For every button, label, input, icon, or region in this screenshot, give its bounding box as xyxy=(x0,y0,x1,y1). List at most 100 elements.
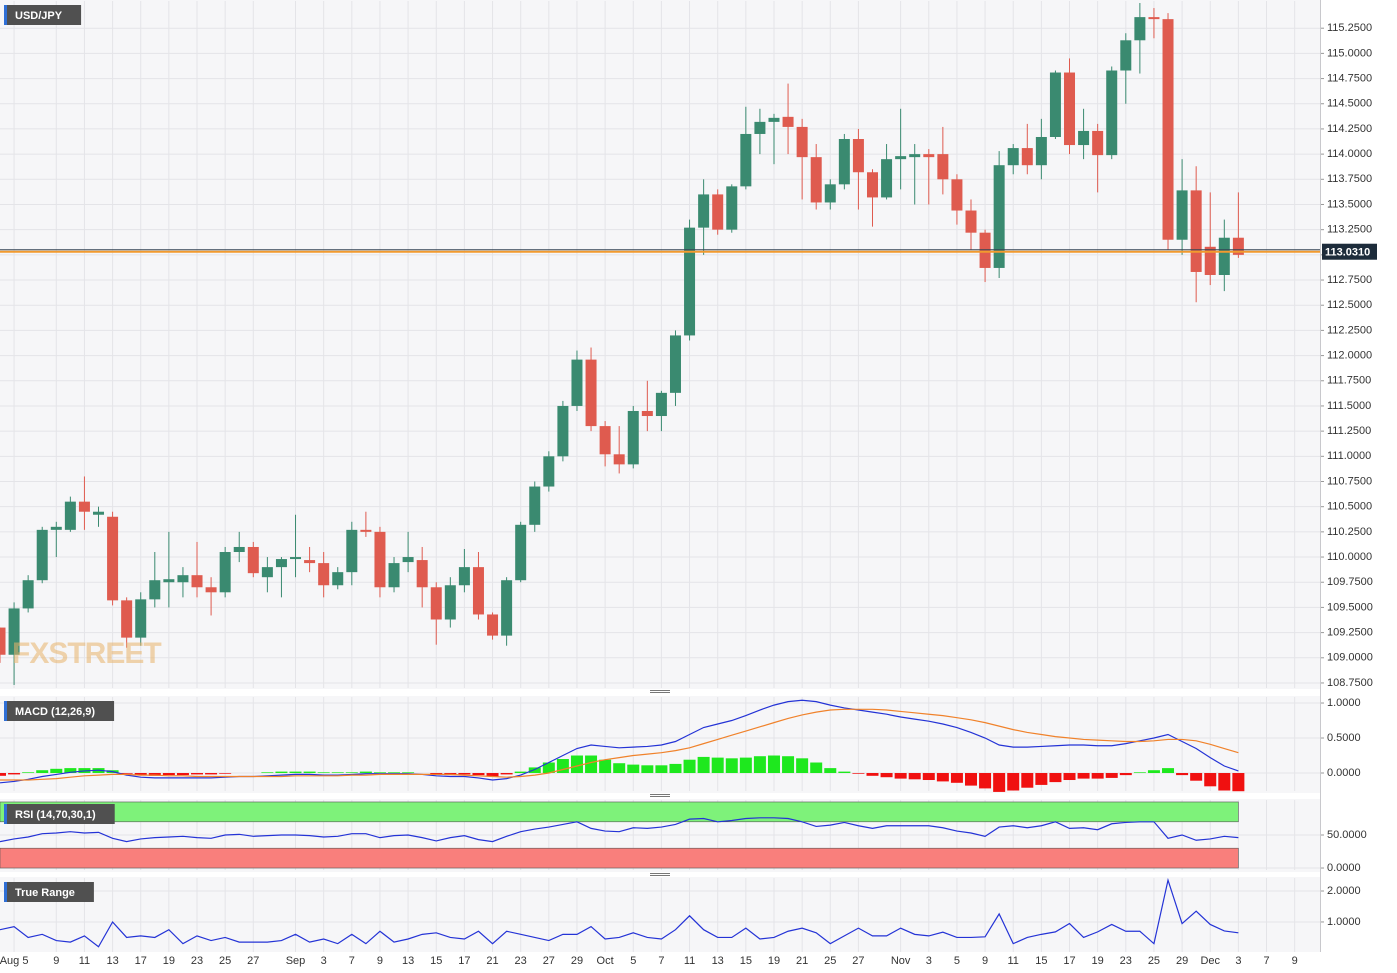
separator[interactable] xyxy=(0,872,1320,877)
y-tick-label: 1.0000 xyxy=(1327,697,1361,709)
y-tick-label: 113.2500 xyxy=(1327,224,1372,236)
macd-histogram-bar xyxy=(50,768,63,774)
x-tick-label: 15 xyxy=(740,955,752,967)
candle-body xyxy=(740,133,752,187)
candle-body xyxy=(866,172,878,198)
candle-body xyxy=(458,567,470,586)
candle-body xyxy=(261,567,273,578)
y-tick-label: 111.7500 xyxy=(1327,375,1371,387)
macd-histogram-bar xyxy=(866,773,879,776)
candle-body xyxy=(1134,17,1146,41)
candle-body xyxy=(472,567,484,615)
macd-histogram-bar xyxy=(219,773,232,774)
candle-body xyxy=(627,410,639,465)
candle-body xyxy=(163,579,175,583)
candle-body xyxy=(388,563,400,588)
candle-body xyxy=(318,563,330,586)
y-tick-label: 0.0000 xyxy=(1327,767,1361,779)
macd-histogram-bar xyxy=(331,772,344,774)
indicator-line xyxy=(0,699,1239,784)
x-tick-label: 27 xyxy=(852,955,864,967)
candle-body xyxy=(1064,72,1076,146)
candle-body xyxy=(557,405,569,457)
candle-body xyxy=(895,156,907,160)
pane-label-box xyxy=(4,882,94,902)
pane-label: MACD (12,26,9) xyxy=(4,701,115,721)
candle-body xyxy=(881,159,893,198)
macd-histogram-bar xyxy=(697,756,710,774)
candle-body xyxy=(205,587,217,593)
x-tick-label: 9 xyxy=(1292,955,1298,967)
macd-histogram-bar xyxy=(1176,773,1189,776)
y-tick-label: 115.2500 xyxy=(1327,22,1372,34)
candle-body xyxy=(191,575,203,588)
macd-histogram-bar xyxy=(894,773,907,779)
macd-histogram-bar xyxy=(528,767,541,774)
candle-body xyxy=(1106,70,1118,156)
candle-body xyxy=(923,154,935,158)
y-tick-label: 111.5000 xyxy=(1327,400,1371,412)
macd-histogram-bar xyxy=(162,773,175,776)
candle-body xyxy=(726,186,738,230)
x-tick-label: 3 xyxy=(926,955,932,967)
macd-histogram-bar xyxy=(782,756,795,774)
candle-body xyxy=(346,529,358,573)
x-tick-label: 11 xyxy=(1008,955,1019,967)
macd-histogram-bar xyxy=(585,755,598,774)
candle-body xyxy=(416,560,428,588)
x-tick-label: 19 xyxy=(163,955,175,967)
x-tick-label: 3 xyxy=(1235,955,1241,967)
x-tick-label: 11 xyxy=(79,955,90,967)
macd-histogram-bar xyxy=(191,773,204,775)
x-tick-label: 9 xyxy=(982,955,988,967)
x-tick-label: 27 xyxy=(247,955,259,967)
candle-body xyxy=(909,154,921,158)
x-tick-label: 17 xyxy=(458,955,470,967)
y-tick-label: 110.7500 xyxy=(1327,475,1372,487)
x-tick-label: 7 xyxy=(1263,955,1269,967)
pane-label-box xyxy=(4,5,82,25)
x-tick-label: Oct xyxy=(597,955,614,967)
x-tick-label: 23 xyxy=(515,955,527,967)
macd-histogram-bar xyxy=(1232,773,1245,792)
x-tick-label: Aug 5 xyxy=(0,955,28,967)
candle-body xyxy=(501,580,513,636)
macd-histogram-bar xyxy=(1147,770,1160,774)
y-tick-label: 112.7500 xyxy=(1327,274,1372,286)
labels: Aug 5 9 11 13 17 19 23 25 27 Sep 3 7 9 13 15 17 21 23 27 29… xyxy=(0,5,1377,967)
y-tick-label: 108.7500 xyxy=(1327,677,1373,689)
macd-histogram-bar xyxy=(345,772,358,774)
candle-body xyxy=(22,580,34,609)
x-tick-label: 27 xyxy=(543,955,555,967)
macd-histogram-bar xyxy=(1204,773,1217,787)
pane-title: True Range xyxy=(15,887,75,899)
macd-histogram-bar xyxy=(1077,773,1090,779)
macd-histogram-bar xyxy=(824,768,837,774)
candle-body xyxy=(1120,40,1132,71)
candle-body xyxy=(712,194,724,230)
candle-body xyxy=(121,600,133,638)
y-tick-label: 114.5000 xyxy=(1327,98,1372,110)
x-tick-label: 13 xyxy=(402,955,414,967)
macd-histogram-bar xyxy=(641,765,654,774)
candle-body xyxy=(951,179,963,211)
pane-label-accent xyxy=(4,5,7,25)
x-tick-label: 9 xyxy=(377,955,383,967)
macd-histogram-bar xyxy=(1091,773,1104,779)
candle-body xyxy=(641,410,653,417)
candle-body xyxy=(8,608,20,655)
macd-histogram-bar xyxy=(613,763,626,774)
pane-label: True Range xyxy=(4,882,94,902)
pane-label-box xyxy=(4,701,115,721)
macd-histogram-bar xyxy=(134,773,147,776)
macd-histogram-bar xyxy=(725,758,738,774)
candle-body xyxy=(515,524,527,581)
macd-histogram-bar xyxy=(838,771,851,774)
macd-histogram-bar xyxy=(8,773,21,775)
macd-histogram-bar xyxy=(599,759,612,774)
macd-histogram-bar xyxy=(1063,773,1076,781)
x-tick-label: 15 xyxy=(430,955,442,967)
pane-label-accent xyxy=(4,882,7,902)
candle-body xyxy=(768,117,780,122)
candle-body xyxy=(402,557,414,563)
